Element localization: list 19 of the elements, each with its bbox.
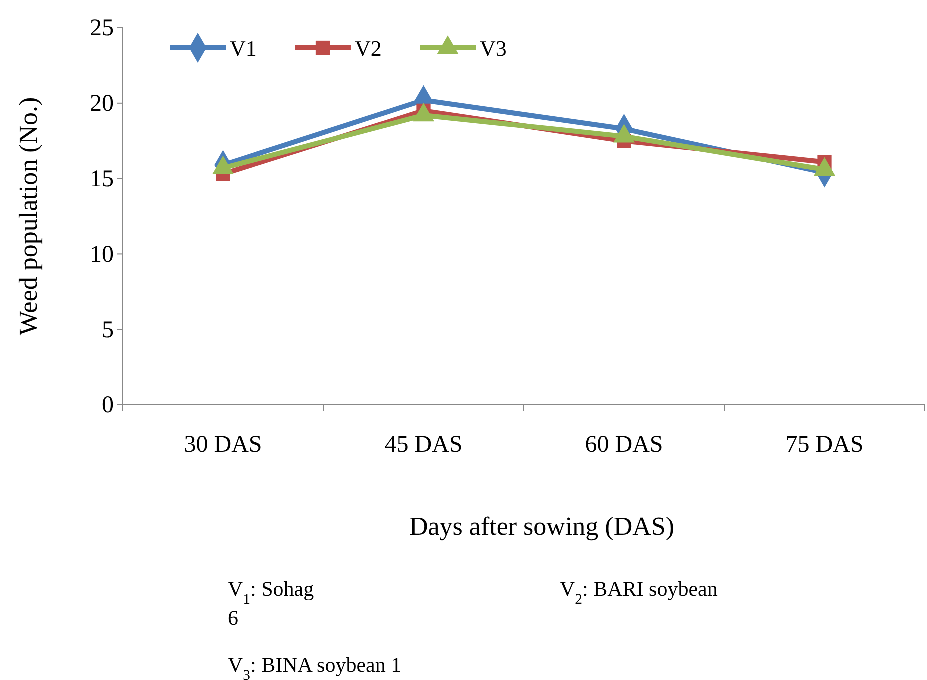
- y-tick-label: 25: [90, 16, 114, 42]
- y-tick-label: 15: [90, 166, 114, 192]
- x-axis-title: Days after sowing (DAS): [409, 512, 675, 541]
- text: V$_{1}$: Sohag: [228, 577, 315, 608]
- x-tick-label: 60 DAS: [585, 432, 664, 458]
- legend-label: V1: [230, 36, 257, 61]
- x-tick-label: 30 DAS: [184, 432, 262, 458]
- text: V$_{2}$: BARI soybean: [560, 577, 718, 608]
- x-tick-label: 45 DAS: [384, 432, 463, 458]
- y-axis-title: Weed population (No.): [14, 97, 43, 336]
- text: 6: [228, 606, 238, 630]
- y-tick-label: 0: [102, 392, 114, 419]
- legend-label: V3: [480, 36, 507, 61]
- x-tick-label: 75 DAS: [786, 432, 864, 458]
- y-tick-label: 20: [90, 91, 114, 118]
- legend-label: V2: [355, 36, 382, 61]
- y-tick-label: 5: [102, 317, 114, 344]
- y-tick-label: 10: [90, 242, 114, 268]
- text: V$_{3}$: BINA soybean 1: [228, 653, 402, 680]
